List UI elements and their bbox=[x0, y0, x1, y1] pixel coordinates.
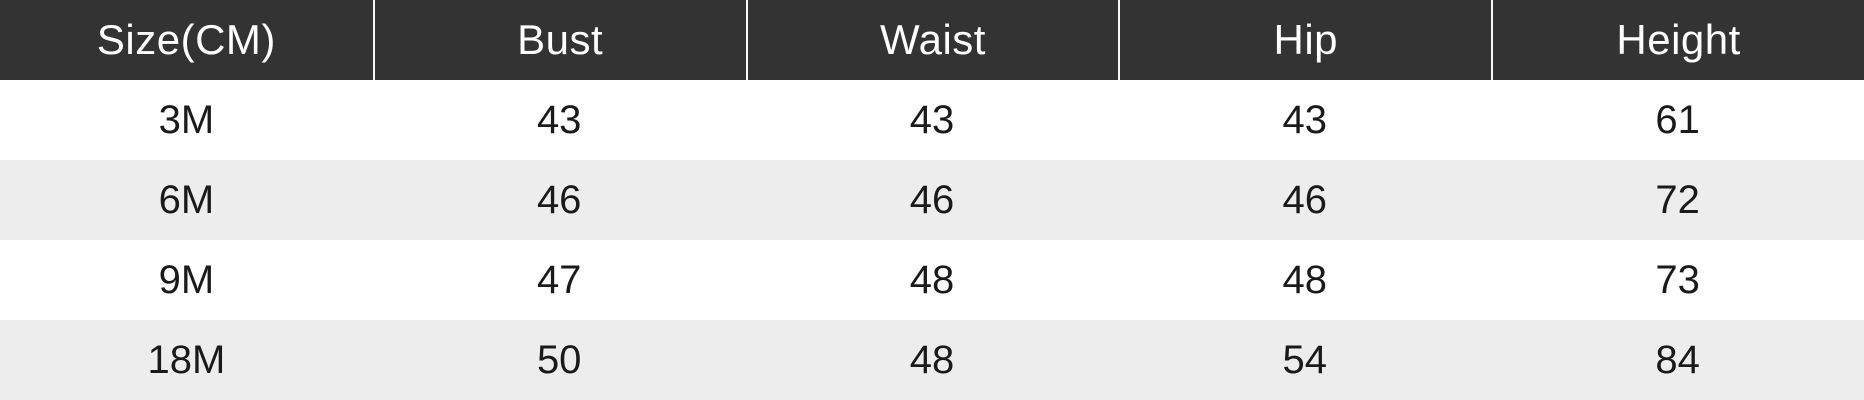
cell-hip: 48 bbox=[1282, 257, 1328, 302]
cell-bust: 46 bbox=[536, 177, 582, 222]
cell-height: 84 bbox=[1655, 337, 1700, 382]
column-header-height: Height bbox=[1491, 0, 1864, 80]
cell-hip: 43 bbox=[1282, 97, 1328, 142]
cell-waist: 46 bbox=[909, 177, 955, 222]
column-header-size: Size(CM) bbox=[96, 16, 276, 63]
table-header-row: Size(CM) Bust Waist Hip Height bbox=[0, 0, 1864, 80]
cell-waist: 48 bbox=[909, 257, 955, 302]
cell-hip: 54 bbox=[1282, 337, 1328, 382]
column-header-hip: Hip bbox=[1118, 0, 1491, 80]
cell-size-label: 9M bbox=[158, 257, 215, 302]
column-header-bust: Bust bbox=[372, 0, 746, 80]
table-row-18m: 18M 50 48 54 84 bbox=[0, 320, 1864, 400]
column-header-waist: Waist bbox=[745, 0, 1119, 80]
cell-bust: 47 bbox=[536, 257, 582, 302]
cell-hip: 46 bbox=[1282, 177, 1328, 222]
cell-size-label: 6M bbox=[158, 177, 215, 222]
cell-size-label: 3M bbox=[158, 97, 215, 142]
cell-waist: 43 bbox=[909, 97, 955, 142]
cell-height: 72 bbox=[1655, 177, 1700, 222]
cell-bust: 43 bbox=[536, 97, 582, 142]
cell-waist: 48 bbox=[909, 337, 955, 382]
cell-size-label: 18M bbox=[147, 337, 226, 382]
table-row-6m: 6M 46 46 46 72 bbox=[0, 160, 1864, 240]
table-row-9m: 9M 47 48 48 73 bbox=[0, 240, 1864, 320]
cell-height: 61 bbox=[1655, 97, 1700, 142]
cell-height: 73 bbox=[1655, 257, 1700, 302]
table-row-3m: 3M 43 43 43 61 bbox=[0, 80, 1864, 160]
cell-bust: 50 bbox=[536, 337, 582, 382]
